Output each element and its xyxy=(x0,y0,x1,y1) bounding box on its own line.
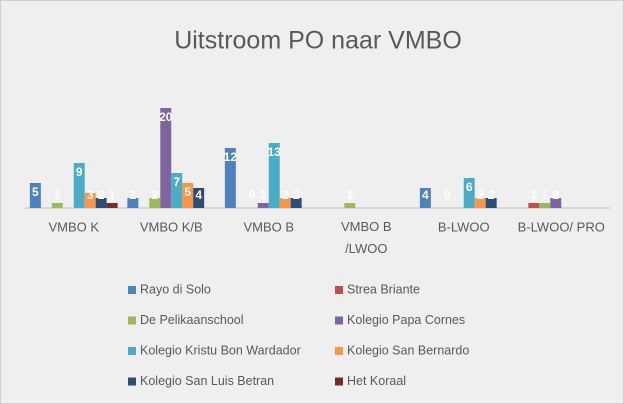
data-label: 4 xyxy=(195,188,202,202)
legend-label: Het Koraal xyxy=(347,374,406,388)
legend-label: Kolegio Papa Cornes xyxy=(347,313,465,327)
bar xyxy=(95,198,107,208)
data-label: 5 xyxy=(32,185,39,199)
bar xyxy=(419,188,431,208)
x-tick-label: VMBO B xyxy=(243,219,294,234)
data-label: 9 xyxy=(76,165,83,179)
legend-swatch xyxy=(128,377,136,386)
data-label: 2 xyxy=(130,188,137,202)
data-label: 13 xyxy=(268,145,282,159)
data-label: 2 xyxy=(293,188,300,202)
bar xyxy=(528,203,540,208)
bar xyxy=(539,203,551,208)
data-label: 1 xyxy=(260,188,267,202)
bar xyxy=(84,193,96,208)
data-label: 2 xyxy=(552,188,559,202)
bar xyxy=(463,178,475,208)
chart-title: Uitstroom PO naar VMBO xyxy=(174,27,462,55)
bar xyxy=(127,198,139,208)
legend-label: Kolegio Kristu Bon Wardador xyxy=(140,343,301,357)
bar xyxy=(257,203,269,208)
legend-label: De Pelikaanschool xyxy=(140,313,244,327)
data-label: 12 xyxy=(224,150,238,164)
x-tick-label: VMBO B/LWOO xyxy=(341,219,392,256)
data-label: 4 xyxy=(422,188,429,202)
data-label: 20 xyxy=(159,110,173,124)
legend-swatch xyxy=(128,316,136,325)
legend-label: Rayo di Solo xyxy=(140,282,211,296)
bar xyxy=(485,198,497,208)
x-tick-label: B-LWOO/ PRO xyxy=(518,219,605,234)
data-label: 1 xyxy=(109,188,116,202)
bar xyxy=(474,198,486,208)
bar xyxy=(182,183,194,208)
data-label: 1 xyxy=(541,188,548,202)
legend-label: Kolegio San Luis Betran xyxy=(140,374,274,388)
bar xyxy=(171,173,183,208)
legend-swatch xyxy=(335,377,343,386)
legend-swatch xyxy=(335,347,343,355)
bar xyxy=(268,143,280,208)
bar xyxy=(73,163,85,208)
bar xyxy=(149,198,161,208)
data-label: 2 xyxy=(488,188,495,202)
bar xyxy=(279,198,291,208)
data-label: 0 xyxy=(249,188,256,202)
data-label: 3 xyxy=(87,188,94,202)
legend-swatch xyxy=(128,286,136,294)
legend-label: Strea Briante xyxy=(347,282,420,296)
x-tick-label: VMBO K xyxy=(48,219,99,234)
bar xyxy=(106,203,118,208)
data-label: 2 xyxy=(98,188,105,202)
x-tick-label: VMBO K/B xyxy=(140,219,203,234)
data-label: 5 xyxy=(184,185,191,199)
data-label: 2 xyxy=(151,188,158,202)
data-label: 6 xyxy=(466,180,473,194)
legend-swatch xyxy=(335,286,343,294)
data-label: 1 xyxy=(346,188,353,202)
legend-label: Kolegio San Bernardo xyxy=(347,343,469,357)
bar xyxy=(193,188,205,208)
data-label: 2 xyxy=(477,188,484,202)
bar xyxy=(290,198,302,208)
bar xyxy=(550,198,562,208)
bar xyxy=(160,108,172,208)
x-tick-label: B-LWOO xyxy=(438,219,490,234)
bar xyxy=(51,203,63,208)
data-label: 1 xyxy=(54,188,61,202)
data-label: 1 xyxy=(530,188,537,202)
legend-swatch xyxy=(128,347,136,355)
data-label: 0 xyxy=(444,188,451,202)
bar xyxy=(29,183,41,208)
legend-swatch xyxy=(335,316,343,325)
data-label: 2 xyxy=(282,188,289,202)
data-label: 7 xyxy=(173,175,180,189)
bar xyxy=(344,203,356,208)
bar xyxy=(224,148,236,208)
